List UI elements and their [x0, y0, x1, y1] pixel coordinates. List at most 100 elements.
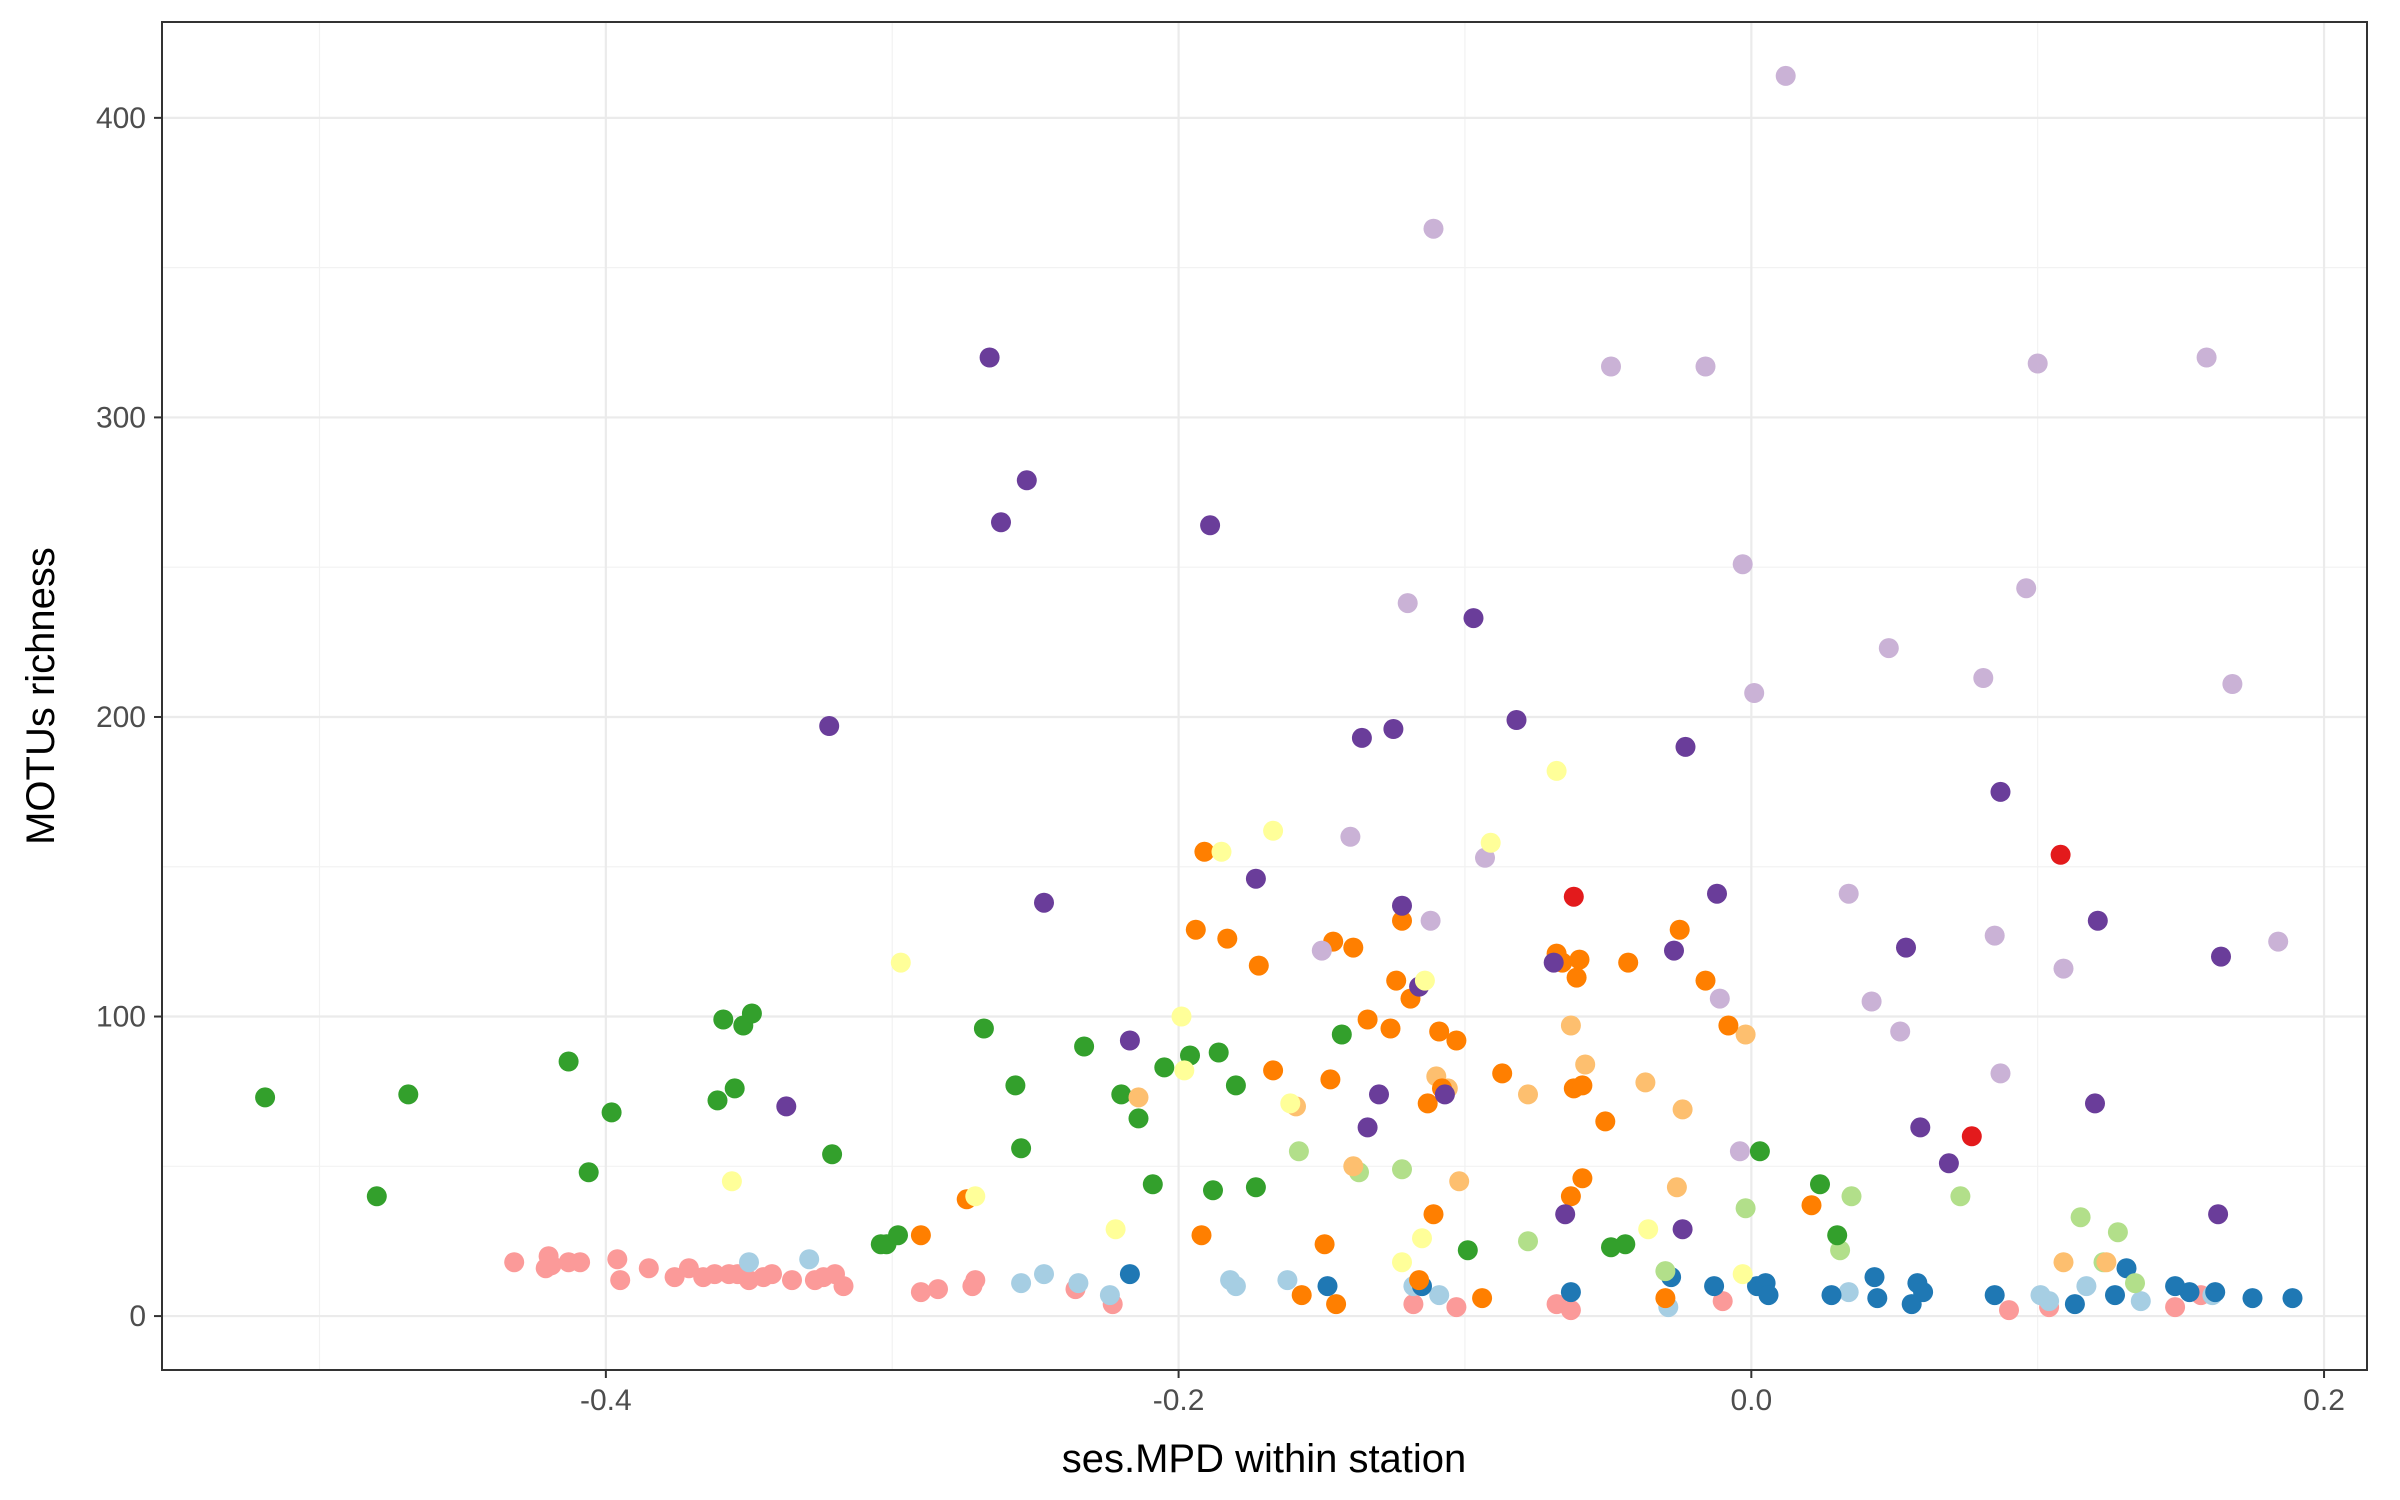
y-tick-label: 200: [96, 701, 146, 734]
data-point: [1154, 1057, 1175, 1078]
data-point: [707, 1090, 728, 1111]
data-point: [1174, 1060, 1195, 1081]
data-point: [1984, 1285, 2005, 1306]
data-point: [1034, 892, 1054, 913]
data-point: [1664, 940, 1684, 961]
data-point: [1729, 1141, 1750, 1162]
data-point: [2116, 1258, 2137, 1279]
series-orange: [910, 841, 1822, 1315]
data-point: [822, 1144, 843, 1165]
data-point: [2087, 910, 2108, 931]
data-point: [1280, 1093, 1301, 1114]
data-point: [1331, 1024, 1352, 1045]
data-point: [1635, 1072, 1656, 1093]
data-point: [1420, 910, 1441, 931]
data-point: [1320, 1069, 1341, 1090]
data-point: [1878, 638, 1899, 659]
data-point: [1938, 1153, 1959, 1174]
data-point: [1867, 1288, 1888, 1309]
data-point: [2053, 1252, 2074, 1273]
data-point: [1383, 719, 1404, 739]
data-point: [1801, 1195, 1822, 1216]
data-point: [776, 1096, 797, 1117]
data-point: [2039, 1291, 2060, 1312]
data-point: [1821, 1285, 1842, 1306]
data-point: [833, 1276, 854, 1297]
data-point: [1838, 1282, 1859, 1303]
data-point: [1735, 1024, 1756, 1045]
x-tick-label: 0.2: [2303, 1384, 2345, 1417]
data-point: [601, 1102, 622, 1123]
data-point: [2268, 931, 2289, 952]
data-point: [1119, 1030, 1140, 1051]
plot-panel-border: [161, 21, 2368, 1371]
data-point: [2242, 1288, 2263, 1309]
data-point: [704, 1264, 725, 1285]
data-point: [1011, 1273, 1032, 1294]
data-point: [610, 1270, 631, 1291]
data-point: [1208, 1042, 1229, 1063]
data-point: [1446, 1030, 1467, 1051]
data-point: [991, 512, 1011, 533]
data-point: [1011, 1138, 1032, 1159]
data-point: [1704, 1276, 1725, 1297]
data-point: [1861, 991, 1882, 1012]
data-point: [2125, 1273, 2145, 1294]
data-point: [1016, 470, 1037, 491]
data-point: [713, 1009, 734, 1030]
data-point: [739, 1252, 759, 1273]
data-point: [1695, 970, 1716, 991]
data-point: [1615, 1234, 1636, 1255]
data-point: [799, 1249, 820, 1270]
data-point: [1217, 928, 1238, 949]
data-point: [1560, 1300, 1581, 1321]
data-point: [1343, 1156, 1364, 1177]
data-point: [965, 1186, 986, 1207]
data-point: [1005, 1075, 1026, 1096]
data-point: [1326, 1294, 1347, 1315]
data-point: [762, 1264, 782, 1285]
data-point: [1245, 1177, 1266, 1198]
data-point: [1999, 1300, 2019, 1321]
series-purple: [776, 347, 2231, 1240]
data-point: [1245, 868, 1266, 889]
data-point: [1475, 847, 1495, 868]
data-point: [366, 1186, 387, 1207]
data-point: [1758, 1285, 1779, 1306]
data-point: [1672, 1099, 1693, 1120]
data-point: [1864, 1267, 1885, 1288]
data-point: [2179, 1282, 2200, 1303]
data-point: [255, 1087, 276, 1108]
series-green: [255, 1003, 1848, 1261]
data-point: [1990, 781, 2011, 802]
data-point: [1666, 1177, 1687, 1198]
y-tick-label: 0: [129, 1300, 146, 1333]
data-point: [2027, 353, 2048, 374]
data-point: [1775, 65, 1796, 86]
y-axis-title: MOTUs richness: [19, 547, 63, 845]
data-point: [1492, 1063, 1513, 1084]
data-point: [1128, 1087, 1149, 1108]
data-point: [2208, 1204, 2229, 1225]
data-point: [1119, 1264, 1140, 1285]
data-point: [1732, 554, 1753, 575]
series-light-purple: [1311, 65, 2289, 1162]
data-point: [928, 1279, 948, 1300]
data-point: [1409, 1270, 1430, 1291]
data-point: [2105, 1285, 2125, 1306]
data-point: [1555, 1204, 1576, 1225]
data-point: [558, 1051, 579, 1072]
data-point: [1655, 1261, 1676, 1282]
data-point: [1984, 925, 2005, 946]
series-dark-blue: [1119, 1258, 2303, 1315]
data-point: [1546, 760, 1567, 781]
data-point: [2085, 1093, 2105, 1114]
data-point: [1412, 1228, 1432, 1249]
data-point: [2076, 1276, 2097, 1297]
data-point: [1211, 841, 1232, 862]
data-point: [1827, 1225, 1848, 1246]
data-point: [1397, 593, 1418, 614]
data-point: [1423, 1204, 1444, 1225]
data-point: [741, 1003, 762, 1024]
series-yellow: [721, 760, 1753, 1285]
